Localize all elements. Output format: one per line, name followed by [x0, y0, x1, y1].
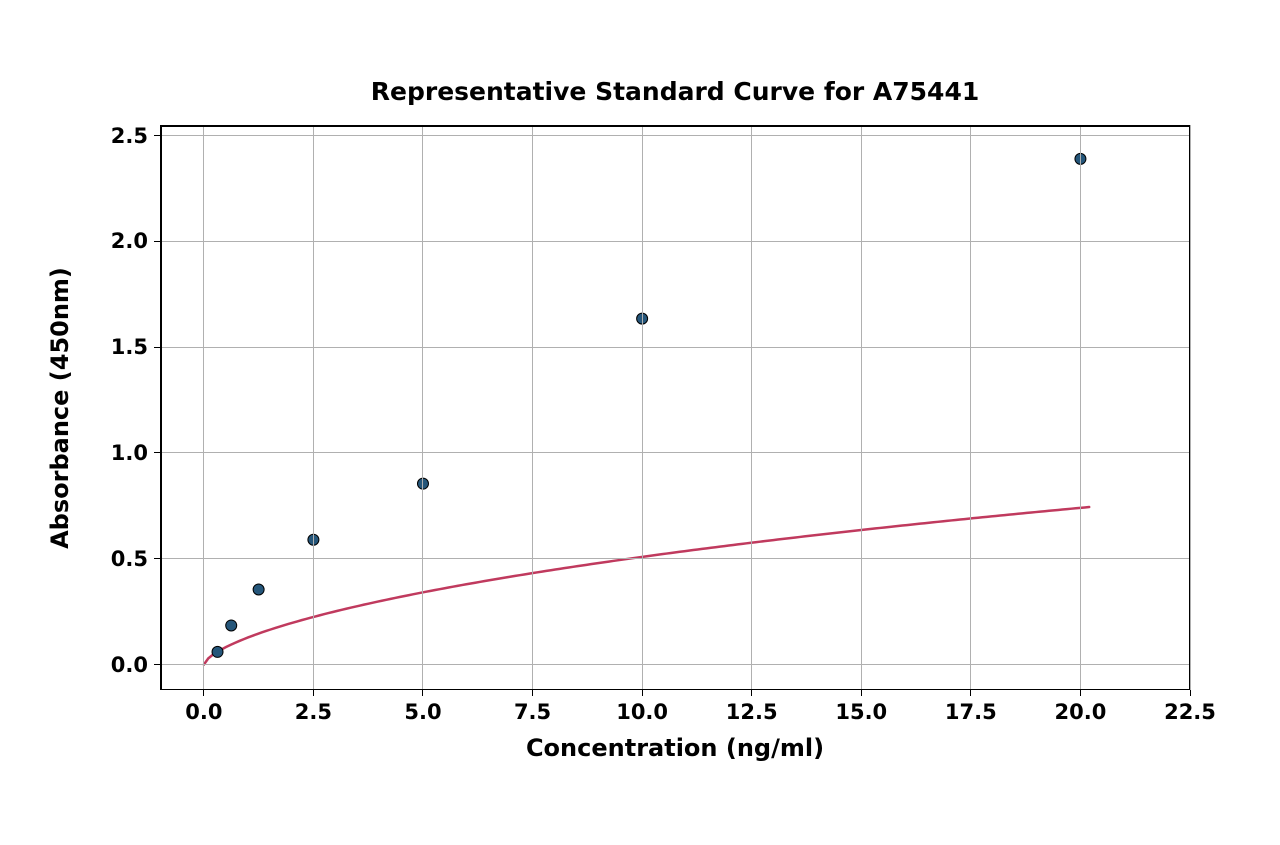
gridline-vertical	[1080, 125, 1081, 690]
data-point	[226, 620, 237, 631]
gridline-horizontal	[160, 135, 1190, 136]
spine-right	[1189, 125, 1191, 690]
gridline-vertical	[203, 125, 204, 690]
x-tick-label: 7.5	[514, 700, 551, 724]
figure: Representative Standard Curve for A75441…	[0, 0, 1280, 845]
gridline-vertical	[642, 125, 643, 690]
x-tick-label: 0.0	[185, 700, 222, 724]
chart-title: Representative Standard Curve for A75441	[371, 77, 979, 106]
gridline-horizontal	[160, 241, 1190, 242]
x-tick-label: 20.0	[1055, 700, 1107, 724]
gridline-vertical	[751, 125, 752, 690]
gridline-horizontal	[160, 664, 1190, 665]
x-tick	[970, 690, 971, 696]
x-tick-label: 10.0	[616, 700, 668, 724]
fitted-curve	[204, 507, 1089, 665]
x-tick-label: 5.0	[404, 700, 441, 724]
gridline-vertical	[970, 125, 971, 690]
y-tick-label: 2.5	[111, 124, 148, 148]
x-tick	[751, 690, 752, 696]
y-tick-label: 0.0	[111, 653, 148, 677]
spine-top	[160, 125, 1190, 127]
x-tick	[422, 690, 423, 696]
x-tick-label: 15.0	[835, 700, 887, 724]
spine-left	[160, 125, 162, 690]
y-tick-label: 2.0	[111, 229, 148, 253]
y-tick-label: 1.5	[111, 335, 148, 359]
data-point	[253, 584, 264, 595]
x-tick-label: 2.5	[295, 700, 332, 724]
gridline-horizontal	[160, 452, 1190, 453]
gridline-vertical	[422, 125, 423, 690]
gridline-vertical	[532, 125, 533, 690]
x-tick	[313, 690, 314, 696]
gridline-vertical	[861, 125, 862, 690]
x-tick-label: 12.5	[726, 700, 778, 724]
x-tick	[203, 690, 204, 696]
chart-svg	[160, 125, 1190, 690]
x-tick	[1190, 690, 1191, 696]
x-tick-label: 17.5	[945, 700, 997, 724]
x-tick	[642, 690, 643, 696]
x-tick	[861, 690, 862, 696]
x-axis-label: Concentration (ng/ml)	[526, 734, 824, 762]
spine-bottom	[160, 689, 1190, 691]
gridline-vertical	[313, 125, 314, 690]
y-tick-label: 1.0	[111, 441, 148, 465]
y-axis-label: Absorbance (450nm)	[46, 267, 74, 549]
gridline-horizontal	[160, 558, 1190, 559]
x-tick-label: 22.5	[1164, 700, 1216, 724]
data-point	[212, 646, 223, 657]
gridline-horizontal	[160, 347, 1190, 348]
y-tick-label: 0.5	[111, 547, 148, 571]
x-tick	[1080, 690, 1081, 696]
x-tick	[532, 690, 533, 696]
